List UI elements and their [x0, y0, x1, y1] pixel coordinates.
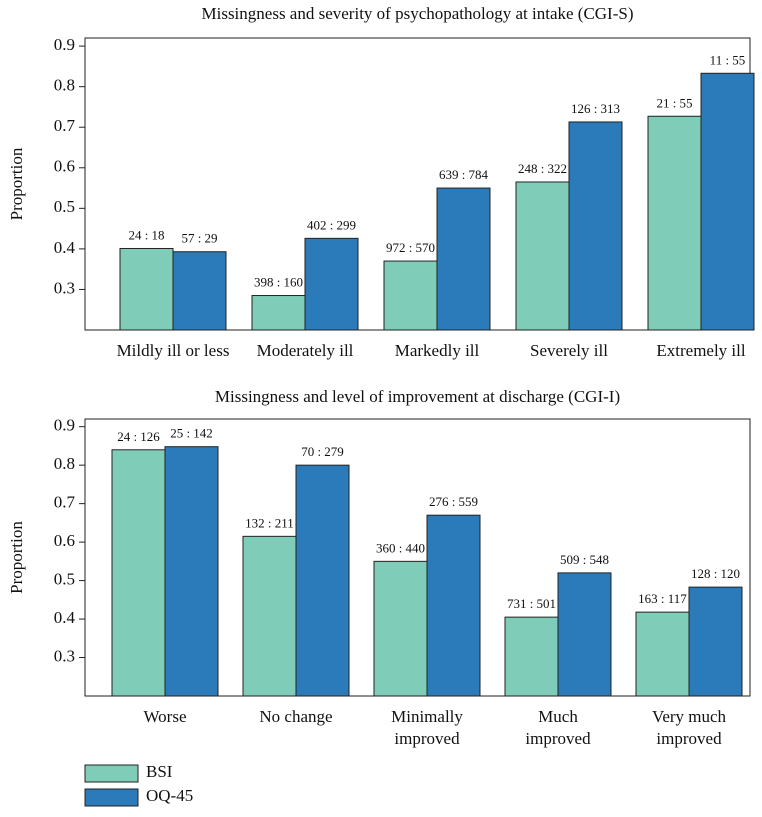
- data-label: 126 : 313: [571, 101, 620, 116]
- bar: [251, 295, 306, 331]
- bar: [119, 247, 174, 331]
- x-tick-label: No change: [259, 707, 332, 726]
- data-label: 70 : 279: [301, 444, 344, 459]
- x-tick-label: Worse: [143, 707, 186, 726]
- bar: [295, 464, 350, 697]
- legend-swatch: [84, 788, 139, 807]
- data-label: 24 : 126: [117, 429, 160, 444]
- y-tick-label: 0.9: [54, 416, 75, 435]
- bar: [515, 181, 570, 331]
- data-label: 639 : 784: [439, 167, 489, 182]
- data-label: 57 : 29: [181, 231, 217, 246]
- y-axis-label: Proportion: [7, 521, 26, 594]
- bar: [635, 611, 690, 697]
- x-tick-label: Markedly ill: [395, 341, 480, 360]
- y-tick-label: 0.8: [54, 454, 75, 473]
- x-tick-label: improved: [656, 729, 722, 748]
- data-label: 402 : 299: [307, 217, 356, 232]
- data-label: 132 : 211: [245, 515, 294, 530]
- y-tick-label: 0.5: [54, 569, 75, 588]
- x-tick-label: improved: [525, 729, 591, 748]
- data-label: 731 : 501: [507, 596, 556, 611]
- bar: [688, 586, 743, 697]
- bar: [383, 260, 438, 331]
- x-tick-label: Minimally: [391, 707, 463, 726]
- data-label: 360 : 440: [376, 540, 425, 555]
- x-tick-label: Severely ill: [530, 341, 608, 360]
- x-tick-label: Moderately ill: [257, 341, 354, 360]
- y-tick-label: 0.7: [54, 116, 76, 135]
- data-label: 248 : 322: [518, 161, 567, 176]
- x-tick-label: Extremely ill: [656, 341, 746, 360]
- bar: [172, 251, 227, 331]
- y-tick-label: 0.7: [54, 493, 76, 512]
- y-tick-label: 0.3: [54, 646, 75, 665]
- bar: [700, 72, 755, 331]
- legend-label: BSI: [146, 762, 173, 781]
- bar: [304, 237, 359, 331]
- data-label: 128 : 120: [691, 566, 740, 581]
- bar: [504, 616, 559, 697]
- y-tick-label: 0.6: [54, 531, 75, 550]
- bar: [647, 115, 702, 331]
- data-label: 21 : 55: [656, 95, 692, 110]
- bar: [557, 572, 612, 697]
- bar: [373, 560, 428, 697]
- data-label: 25 : 142: [170, 426, 213, 441]
- data-label: 24 : 18: [128, 227, 164, 242]
- x-tick-label: improved: [394, 729, 460, 748]
- legend-label: OQ-45: [146, 786, 193, 805]
- legend-swatch: [84, 764, 139, 783]
- bar: [436, 187, 491, 331]
- y-tick-label: 0.6: [54, 157, 75, 176]
- data-label: 11 : 55: [710, 52, 746, 67]
- bar: [426, 514, 481, 697]
- bar: [242, 535, 297, 697]
- bar: [568, 121, 623, 331]
- data-label: 163 : 117: [638, 591, 687, 606]
- bar: [111, 449, 166, 697]
- y-tick-label: 0.8: [54, 76, 75, 95]
- y-tick-label: 0.4: [54, 238, 76, 257]
- data-label: 398 : 160: [254, 275, 303, 290]
- data-label: 276 : 559: [429, 494, 478, 509]
- data-label: 509 : 548: [560, 552, 609, 567]
- y-tick-label: 0.4: [54, 608, 76, 627]
- bar: [164, 446, 219, 697]
- y-tick-label: 0.5: [54, 197, 75, 216]
- y-tick-label: 0.9: [54, 35, 75, 54]
- x-tick-label: Much: [538, 707, 578, 726]
- y-tick-label: 0.3: [54, 278, 75, 297]
- data-label: 972 : 570: [386, 240, 435, 255]
- chart-title: Missingness and severity of psychopathol…: [201, 4, 633, 23]
- chart-title: Missingness and level of improvement at …: [215, 387, 620, 406]
- x-tick-label: Mildly ill or less: [117, 341, 230, 360]
- x-tick-label: Very much: [652, 707, 727, 726]
- y-axis-label: Proportion: [7, 147, 26, 220]
